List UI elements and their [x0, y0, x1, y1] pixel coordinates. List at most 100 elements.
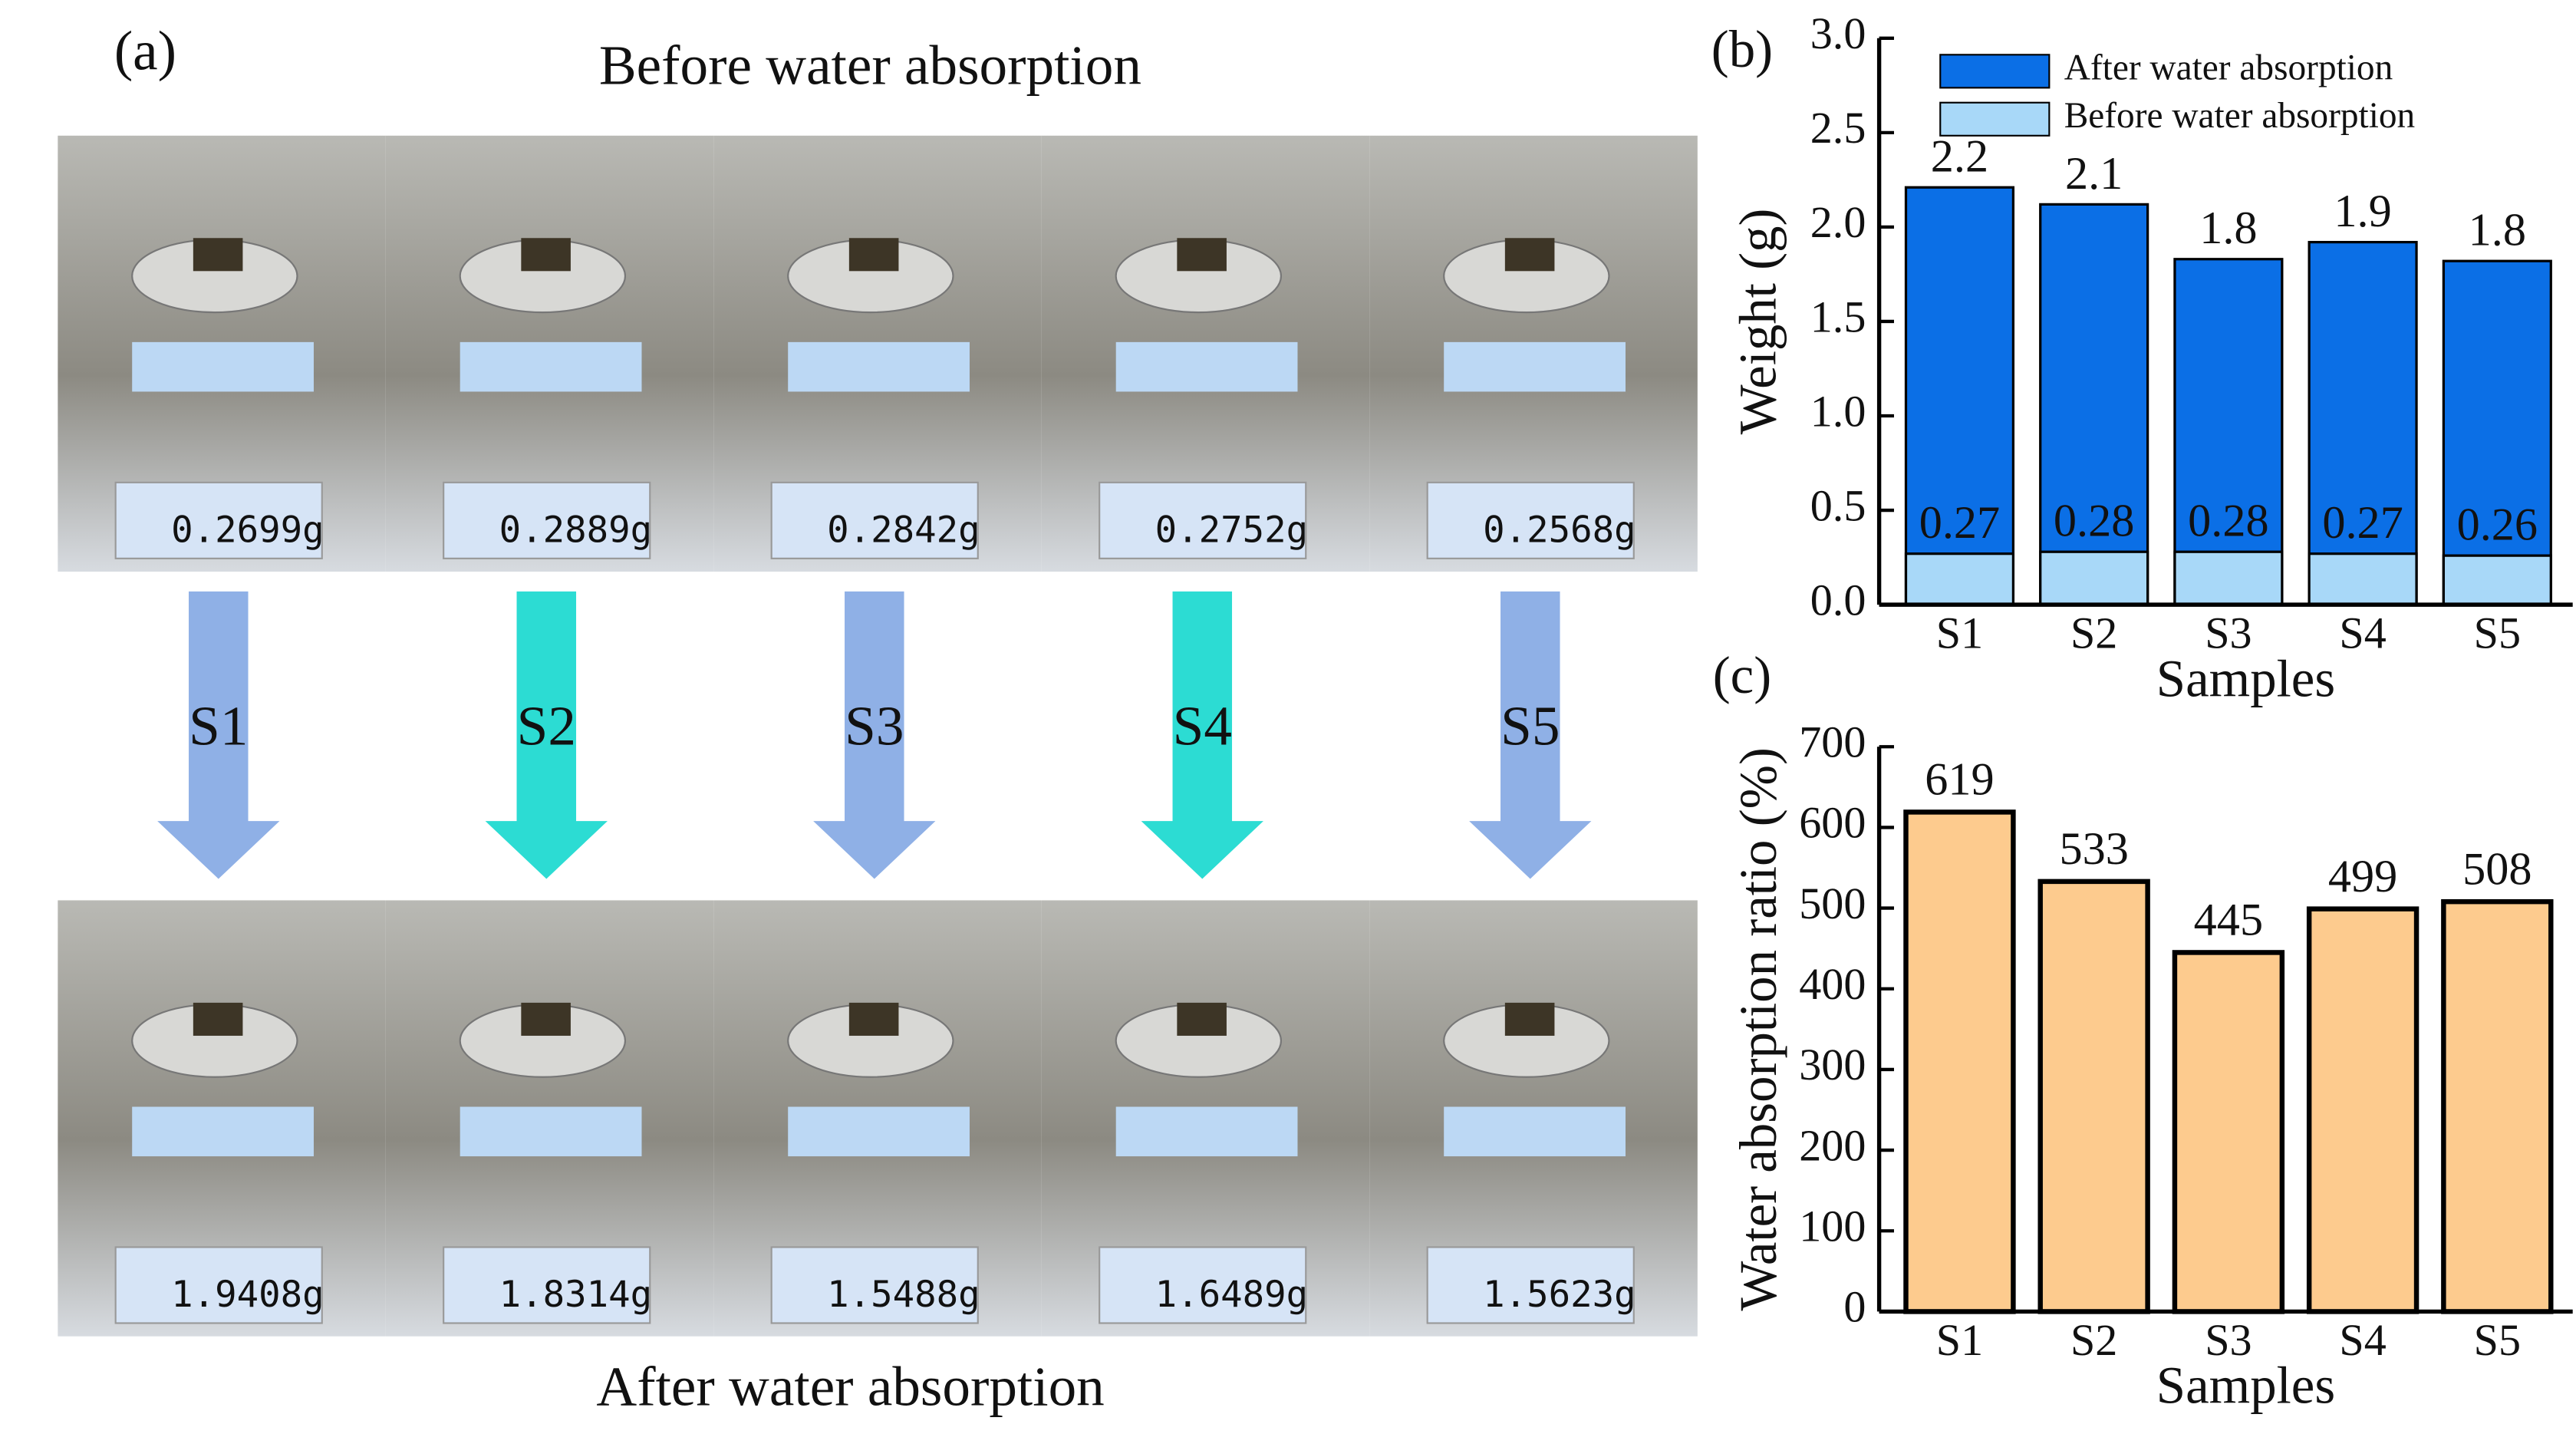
- bar: [2442, 554, 2552, 606]
- sample: [1177, 238, 1227, 272]
- value-label: 445: [2194, 895, 2263, 946]
- legend-label: After water absorption: [2064, 48, 2393, 88]
- legend-swatch: [1939, 54, 2051, 89]
- value-label: 1.8: [2469, 205, 2526, 256]
- value-label: 1.9: [2334, 186, 2391, 237]
- panel-label: (b): [1711, 20, 1773, 78]
- display: [1099, 481, 1307, 559]
- sample: [193, 1002, 243, 1036]
- display: [114, 1246, 323, 1324]
- y-axis-label: Water absorption ratio (%): [1729, 747, 1787, 1311]
- y-tick-label: 600: [1799, 798, 1866, 848]
- y-tick-label: 300: [1799, 1040, 1866, 1090]
- x-tick-label: S1: [1936, 608, 1983, 658]
- value-label: 1.8: [2199, 203, 2257, 254]
- arrow: [1141, 591, 1263, 879]
- x-tick-label: S5: [2474, 1315, 2521, 1365]
- bar: [2308, 552, 2418, 606]
- value-label: 0.26: [2457, 499, 2538, 551]
- scale-reading: 0.2699g: [171, 509, 324, 551]
- balance-panel: [1444, 341, 1626, 392]
- bar: [2306, 906, 2420, 1314]
- balance-panel: [1444, 1106, 1626, 1157]
- y-tick-label: 1.0: [1810, 386, 1866, 436]
- row-title: Before water absorption: [599, 35, 1141, 97]
- y-tick-label: 100: [1799, 1202, 1866, 1251]
- display: [1426, 481, 1635, 559]
- scale-reading: 0.2752g: [1155, 509, 1309, 551]
- y-tick-label: 400: [1799, 959, 1866, 1009]
- bar: [2039, 550, 2149, 606]
- value-label: 499: [2328, 851, 2397, 902]
- y-tick-label: 500: [1799, 879, 1866, 928]
- sample: [193, 238, 243, 272]
- y-tick-label: 200: [1799, 1120, 1866, 1170]
- balance-panel: [1115, 1106, 1298, 1157]
- arrow-label: S1: [189, 695, 248, 757]
- display: [443, 1246, 651, 1324]
- panel-label: (a): [114, 19, 176, 81]
- scale-reading: 0.2889g: [499, 509, 653, 551]
- scale-reading: 0.2568g: [1483, 509, 1636, 551]
- sample: [521, 238, 571, 272]
- scale-reading: 1.5623g: [1483, 1274, 1636, 1316]
- balance-panel: [132, 341, 314, 392]
- x-tick-label: S4: [2339, 608, 2386, 658]
- bar: [2441, 898, 2554, 1314]
- sample: [848, 1002, 899, 1036]
- sample: [848, 238, 899, 272]
- scale-reading: 1.9408g: [171, 1274, 324, 1316]
- x-tick-label: S5: [2474, 608, 2521, 658]
- row-title: After water absorption: [596, 1356, 1104, 1418]
- x-tick-label: S3: [2205, 608, 2252, 658]
- legend-swatch: [1939, 101, 2051, 137]
- value-label: 0.28: [2054, 496, 2134, 547]
- x-tick-label: S1: [1936, 1315, 1983, 1365]
- bar: [1904, 186, 2015, 606]
- arrow: [813, 591, 936, 879]
- value-label: 2.2: [1931, 131, 1988, 183]
- bar: [1904, 552, 2015, 606]
- y-axis-label: Weight (g): [1729, 209, 1787, 435]
- scale-reading: 1.8314g: [499, 1274, 653, 1316]
- x-axis-label: Samples: [2156, 1357, 2335, 1415]
- arrow-label: S3: [845, 695, 904, 757]
- balance-panel: [132, 1106, 314, 1157]
- sample: [1504, 238, 1555, 272]
- bar: [1903, 809, 2016, 1314]
- value-label: 0.28: [2188, 496, 2268, 547]
- y-tick-label: 700: [1799, 717, 1866, 767]
- display: [443, 481, 651, 559]
- x-tick-label: S2: [2070, 1315, 2117, 1365]
- panel-label: (c): [1713, 646, 1771, 704]
- balance-panel: [788, 341, 970, 392]
- bar: [2172, 950, 2285, 1314]
- arrow-label: S2: [517, 695, 576, 757]
- scale-reading: 1.5488g: [827, 1274, 980, 1316]
- display: [770, 1246, 979, 1324]
- x-tick-label: S4: [2339, 1315, 2386, 1365]
- y-tick-label: 2.0: [1810, 197, 1866, 247]
- sample: [1177, 1002, 1227, 1036]
- value-label: 0.27: [2322, 497, 2403, 549]
- display: [770, 481, 979, 559]
- y-tick-label: 0.0: [1810, 575, 1866, 625]
- sample: [1504, 1002, 1555, 1036]
- balance-panel: [460, 341, 642, 392]
- arrow: [485, 591, 608, 879]
- y-tick-label: 3.0: [1810, 8, 1866, 58]
- display: [1426, 1246, 1635, 1324]
- y-tick-label: 0: [1843, 1282, 1866, 1332]
- value-label: 508: [2462, 843, 2532, 895]
- arrow: [1469, 591, 1592, 879]
- arrow: [157, 591, 280, 879]
- value-label: 619: [1925, 754, 1994, 806]
- bar: [2442, 259, 2552, 606]
- scale-reading: 0.2842g: [827, 509, 980, 551]
- bar: [2039, 203, 2149, 606]
- balance-panel: [460, 1106, 642, 1157]
- y-tick-label: 2.5: [1810, 103, 1866, 153]
- legend-label: Before water absorption: [2064, 96, 2416, 136]
- x-tick-label: S2: [2070, 608, 2117, 658]
